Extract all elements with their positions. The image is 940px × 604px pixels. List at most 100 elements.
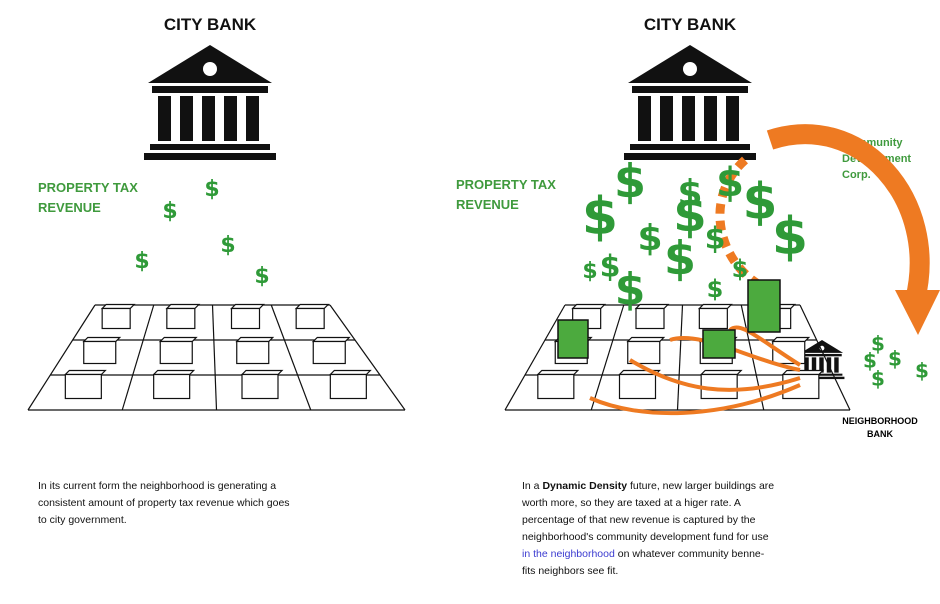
- caption-line: in the neighborhood on whatever communit…: [522, 546, 774, 563]
- house: [620, 375, 656, 399]
- bank-title: CITY BANK: [164, 15, 257, 34]
- dollar-sign: $: [664, 232, 696, 286]
- grid-line: [213, 305, 217, 410]
- house: [154, 371, 194, 375]
- house: [313, 342, 345, 364]
- house: [296, 309, 324, 329]
- dollar-sign: $: [888, 347, 902, 371]
- column: [246, 96, 259, 141]
- caption-text: percentage of that new revenue is captur…: [522, 514, 756, 526]
- cdc-label: Corp.: [842, 169, 871, 181]
- caption-text: fits neighbors see fit.: [522, 565, 618, 577]
- caption-line: consistent amount of property tax revenu…: [38, 495, 290, 512]
- caption-line: fits neighbors see fit.: [522, 563, 774, 580]
- dollar-sign: $: [582, 187, 618, 247]
- base: [630, 144, 750, 150]
- neighborhood-bank-label: NEIGHBORHOOD: [842, 416, 918, 426]
- caption: In a Dynamic Density future, new larger …: [522, 478, 774, 580]
- column: [704, 96, 717, 141]
- column: [660, 96, 673, 141]
- house: [242, 375, 278, 399]
- caption-line: In its current form the neighborhood is …: [38, 478, 290, 495]
- link-text: in the neighborhood: [522, 548, 615, 560]
- house: [699, 305, 731, 309]
- dollar-sign: $: [204, 177, 219, 202]
- tax-label: PROPERTY TAX: [456, 177, 556, 192]
- column: [726, 96, 739, 141]
- house: [330, 375, 366, 399]
- dollar-sign: $: [716, 160, 744, 206]
- house: [237, 338, 273, 342]
- dollar-sign: $: [582, 259, 597, 284]
- dollar-sign: $: [637, 218, 662, 259]
- neighborhood-bank-label: BANK: [867, 429, 893, 439]
- caption-text: worth more, so they are taxed at a higer…: [522, 497, 741, 509]
- infographic: CITY BANK CITY BANK PROPERTY TAX REVENUE…: [0, 0, 940, 604]
- house: [167, 305, 199, 309]
- dollar-sign: $: [614, 155, 646, 209]
- entablature: [152, 86, 268, 93]
- column: [834, 357, 838, 372]
- caption-text: In a: [522, 480, 542, 492]
- caption-text: future, new larger buildings are: [627, 480, 774, 492]
- caption-line: neighborhood's community development fun…: [522, 529, 774, 546]
- house: [701, 371, 741, 375]
- house: [773, 338, 809, 342]
- tax-label: REVENUE: [38, 200, 101, 215]
- base: [150, 144, 270, 150]
- caption-line: to city government.: [38, 512, 290, 529]
- caption-text: Dynamic Density: [542, 480, 627, 492]
- base: [144, 153, 276, 160]
- dollar-sign: $: [705, 222, 726, 257]
- column: [158, 96, 171, 141]
- house: [296, 305, 328, 309]
- dollar-sign: $: [134, 249, 149, 274]
- emblem: [683, 62, 697, 76]
- dollar-sign: $: [915, 359, 929, 383]
- house: [573, 305, 605, 309]
- tax-label: REVENUE: [456, 197, 519, 212]
- house: [102, 305, 134, 309]
- house: [783, 371, 823, 375]
- dollar-sign: $: [220, 233, 235, 258]
- house: [232, 305, 264, 309]
- caption-line: percentage of that new revenue is captur…: [522, 512, 774, 529]
- caption-line: In a Dynamic Density future, new larger …: [522, 478, 774, 495]
- grid-line: [678, 305, 683, 410]
- entablature: [632, 86, 748, 93]
- house: [160, 342, 192, 364]
- house: [237, 342, 269, 364]
- house: [167, 309, 195, 329]
- house: [232, 309, 260, 329]
- house: [84, 338, 120, 342]
- caption-line: worth more, so they are taxed at a higer…: [522, 495, 774, 512]
- house: [242, 371, 282, 375]
- emblem: [203, 62, 217, 76]
- bank-title: CITY BANK: [644, 15, 737, 34]
- column: [682, 96, 695, 141]
- house: [628, 338, 664, 342]
- house: [65, 375, 101, 399]
- column: [202, 96, 215, 141]
- column: [180, 96, 193, 141]
- house: [154, 375, 190, 399]
- house: [65, 371, 105, 375]
- house: [313, 338, 349, 342]
- column: [224, 96, 237, 141]
- dollar-sign: $: [707, 275, 724, 303]
- house: [783, 375, 819, 399]
- house: [538, 375, 574, 399]
- house: [102, 309, 130, 329]
- dollar-sign: $: [162, 199, 177, 224]
- caption-text: on whatever community benne-: [615, 548, 764, 560]
- house: [160, 338, 196, 342]
- entablature: [802, 354, 841, 356]
- dollar-sign: $: [772, 207, 808, 267]
- dollar-sign: $: [863, 349, 877, 373]
- column: [638, 96, 651, 141]
- caption: In its current form the neighborhood is …: [38, 478, 290, 529]
- house: [538, 371, 578, 375]
- house: [330, 371, 370, 375]
- dollar-sign: $: [732, 255, 749, 283]
- dollar-sign: $: [254, 264, 269, 289]
